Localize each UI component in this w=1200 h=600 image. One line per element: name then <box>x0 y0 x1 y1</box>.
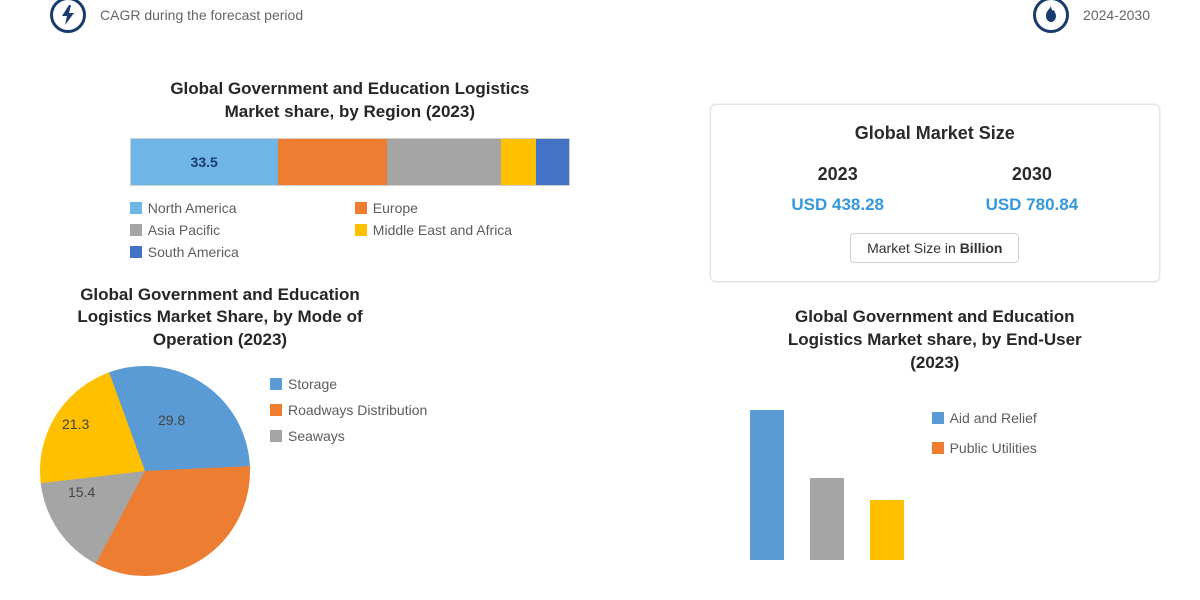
legend-item: Aid and Relief <box>932 410 1037 426</box>
market-size-box: Global Market Size 2023 USD 438.28 2030 … <box>710 104 1160 282</box>
market-2030: 2030 USD 780.84 <box>986 164 1079 215</box>
region-chart-title: Global Government and Education Logistic… <box>170 78 530 124</box>
region-segment <box>536 139 569 185</box>
enduser-legend: Aid and Relief Public Utilities <box>932 410 1037 456</box>
cagr-text: CAGR during the forecast period <box>100 7 303 23</box>
market-unit-bold: Billion <box>960 240 1003 256</box>
legend-item: Roadways Distribution <box>270 402 427 418</box>
mode-chart-title: Global Government and Education Logistic… <box>70 284 370 353</box>
enduser-bar <box>810 478 844 561</box>
legend-item: Middle East and Africa <box>355 222 570 238</box>
market-2023-value: USD 438.28 <box>791 195 884 215</box>
legend-item: Europe <box>355 200 570 216</box>
market-unit-label: Market Size in <box>867 240 956 256</box>
legend-item: North America <box>130 200 345 216</box>
flame-icon <box>1033 0 1069 33</box>
legend-item: South America <box>130 244 345 260</box>
legend-item: Seaways <box>270 428 427 444</box>
legend-item: Public Utilities <box>932 440 1037 456</box>
enduser-bar <box>750 410 784 560</box>
region-segment <box>501 139 536 185</box>
bolt-icon <box>50 0 86 33</box>
market-2023-year: 2023 <box>791 164 884 185</box>
market-2030-year: 2030 <box>986 164 1079 185</box>
period-text: 2024-2030 <box>1083 7 1150 23</box>
region-segment: 33.5 <box>131 139 278 185</box>
pie-label-seaways: 15.4 <box>68 484 95 500</box>
enduser-chart-title: Global Government and Education Logistic… <box>775 306 1095 375</box>
region-segment <box>278 139 388 185</box>
enduser-section: Aid and Relief Public Utilities <box>710 388 1160 560</box>
left-column: Global Government and Education Logistic… <box>40 54 690 600</box>
mode-pie-section: 29.8 21.3 15.4 Storage Roadways Distribut… <box>40 366 660 576</box>
pie-label-other: 21.3 <box>62 416 89 432</box>
mode-pie: 29.8 21.3 15.4 <box>40 366 250 576</box>
legend-item: Storage <box>270 376 427 392</box>
legend-item: Asia Pacific <box>130 222 345 238</box>
top-row: CAGR during the forecast period 2024-203… <box>40 0 1160 30</box>
market-2030-value: USD 780.84 <box>986 195 1079 215</box>
market-size-title: Global Market Size <box>741 123 1129 144</box>
enduser-bar-chart <box>750 410 904 560</box>
region-legend: North America Europe Asia Pacific Middle Ea… <box>130 200 570 260</box>
region-stacked-bar: 33.5 North America Europe Asia Pacific Midd… <box>130 138 570 260</box>
mode-legend: Storage Roadways Distribution Seaways <box>270 376 427 444</box>
enduser-bar <box>870 500 904 560</box>
period-item: 2024-2030 <box>1033 0 1150 33</box>
cagr-item: CAGR during the forecast period <box>50 0 303 33</box>
pie-label-storage: 29.8 <box>158 412 185 428</box>
market-unit: Market Size in Billion <box>850 233 1019 263</box>
market-2023: 2023 USD 438.28 <box>791 164 884 215</box>
region-segment <box>387 139 501 185</box>
right-column: Global Market Size 2023 USD 438.28 2030 … <box>690 54 1160 600</box>
